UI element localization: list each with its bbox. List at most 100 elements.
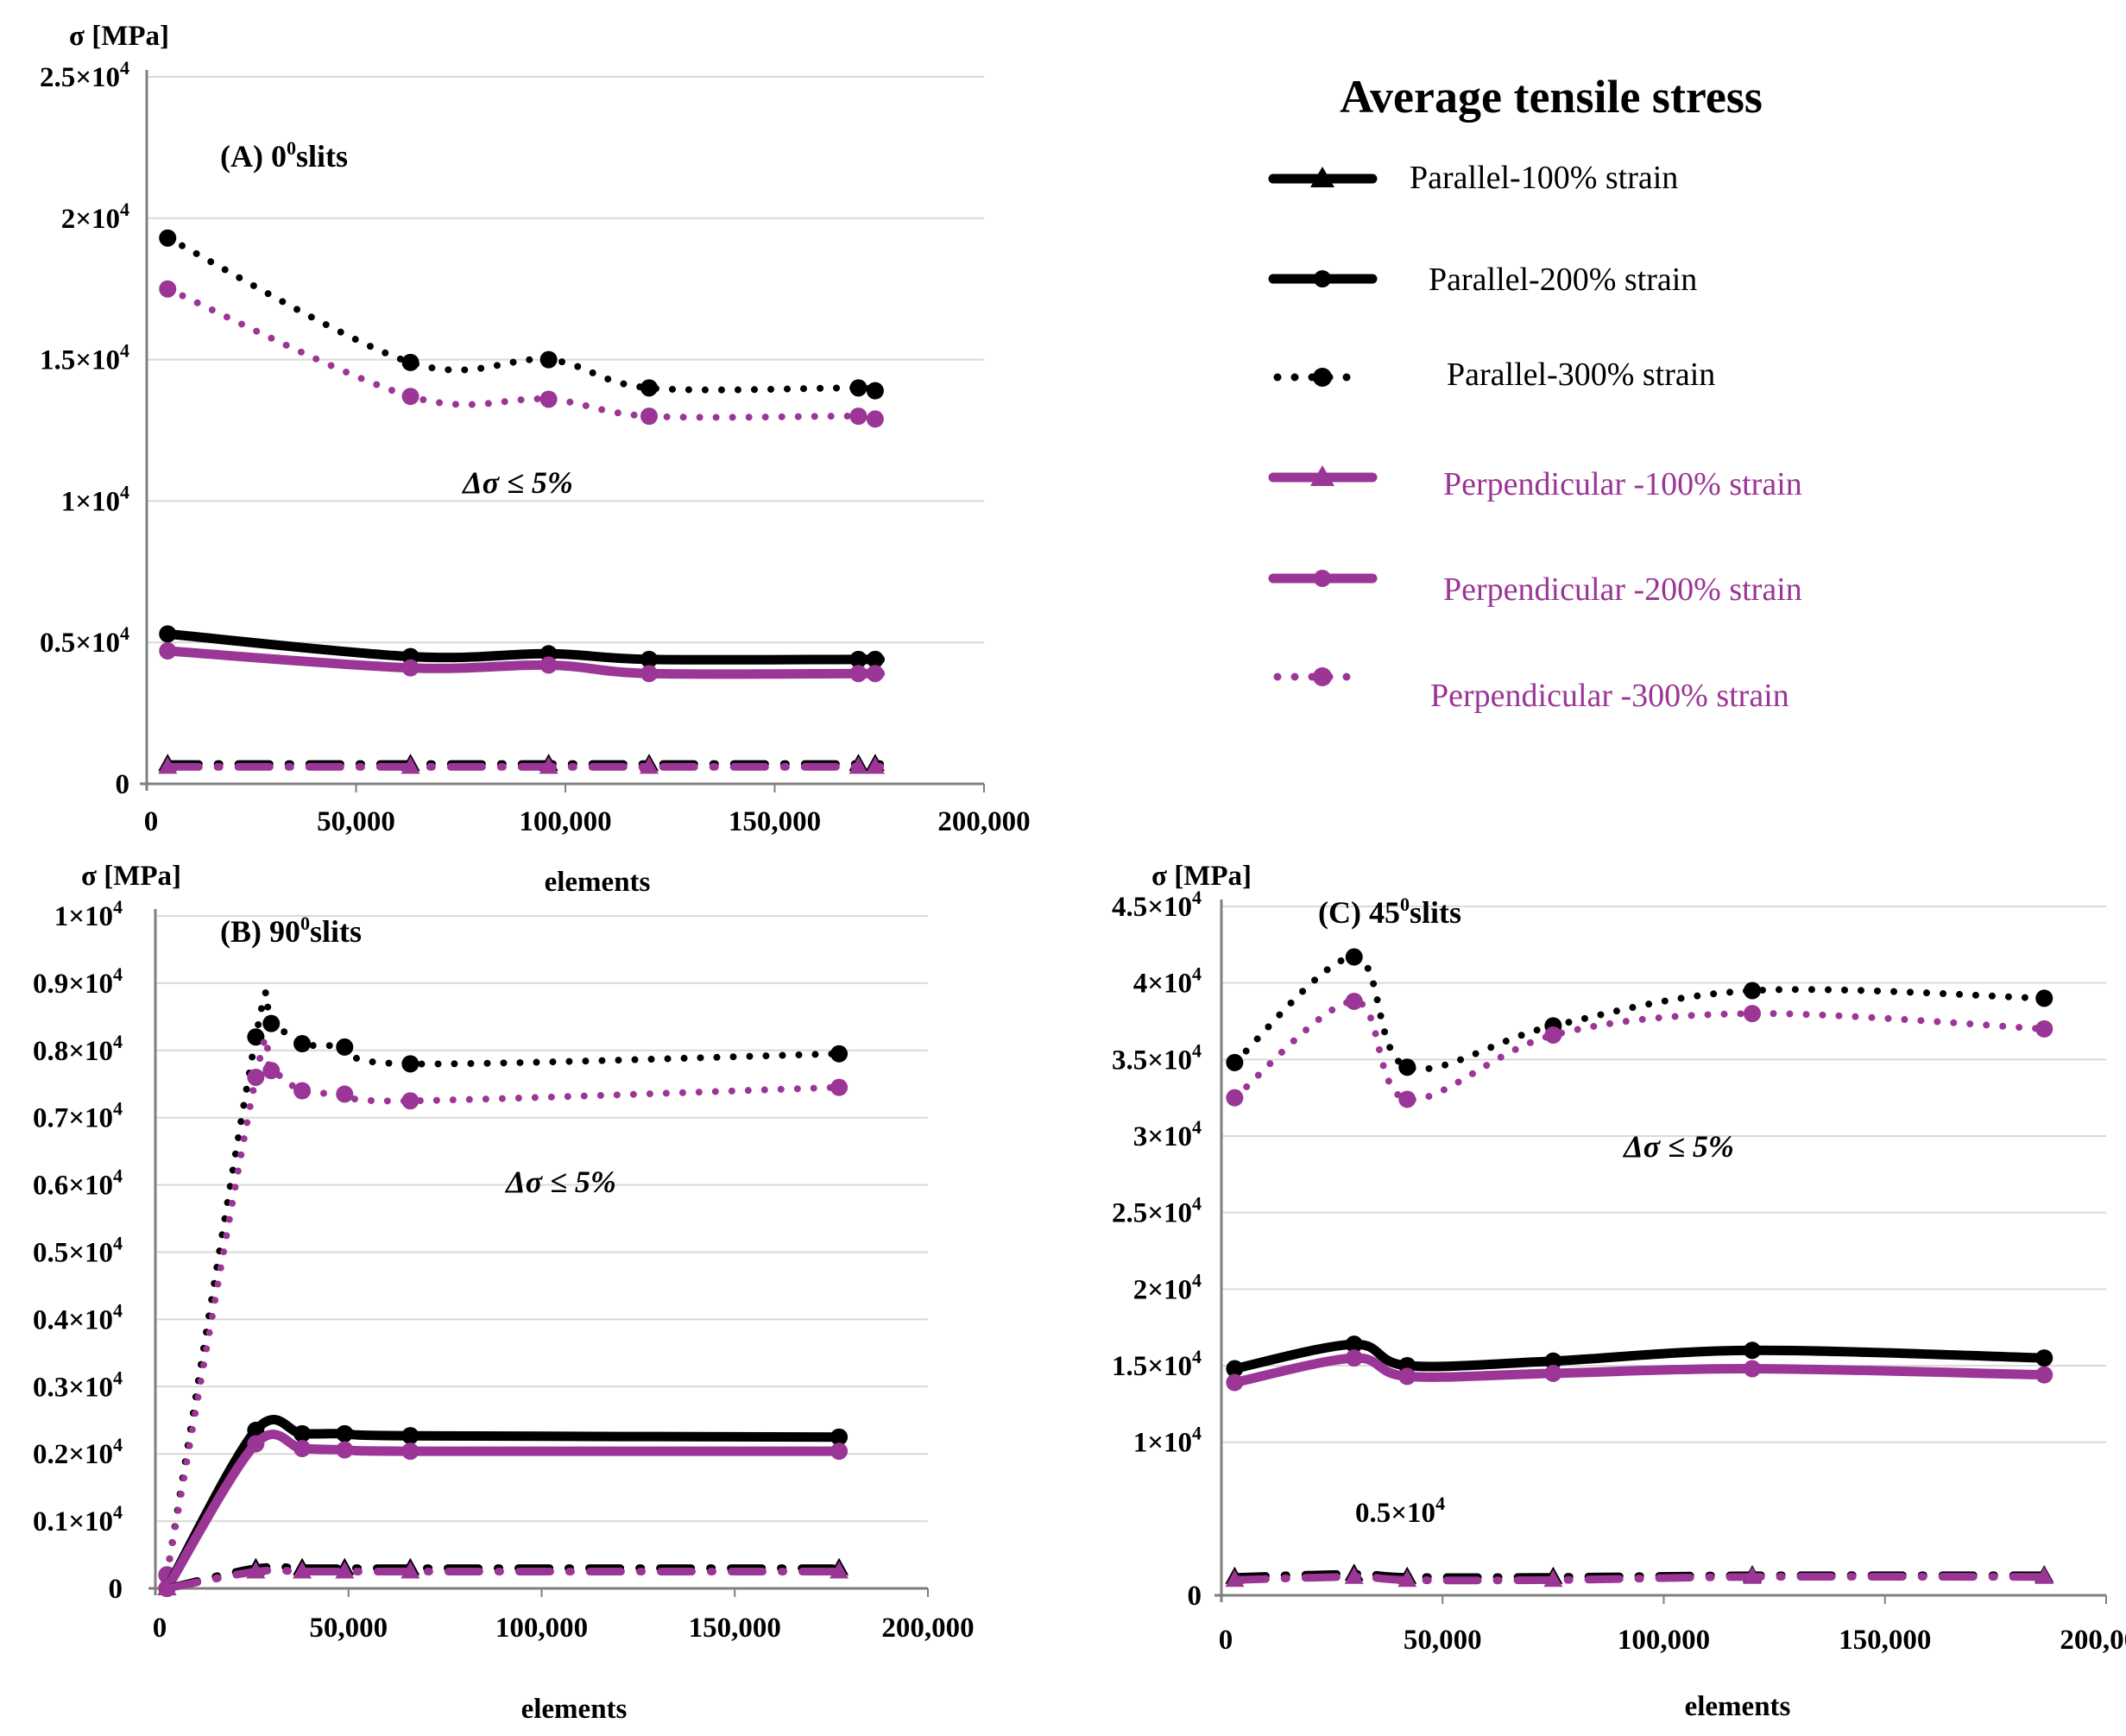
y-tick-label: 3×104: [1133, 1116, 1202, 1152]
triangle-marker-icon: [1310, 167, 1334, 187]
y-tick-label: 0: [1188, 1581, 1202, 1612]
data-point-triangle: [335, 1561, 355, 1579]
data-point: [866, 410, 884, 428]
data-point: [830, 1442, 849, 1461]
data-point: [401, 1427, 420, 1445]
data-point: [293, 1035, 312, 1053]
data-point: [1398, 1058, 1416, 1076]
data-point-triangle: [539, 756, 558, 774]
x-tick-label: 50,000: [1404, 1625, 1482, 1656]
y-tick-label: 0.2×104: [33, 1434, 123, 1470]
data-point-triangle: [401, 756, 420, 774]
data-point: [1345, 948, 1363, 966]
data-point: [1226, 1373, 1244, 1392]
y-tick-label: 0: [109, 1574, 123, 1605]
data-point: [849, 379, 867, 397]
series-perpendicular-dashed: [158, 756, 885, 774]
series-line: [164, 285, 884, 423]
data-point: [336, 1424, 354, 1442]
y-tick-label: 2×104: [1133, 1269, 1202, 1305]
legend-entry-perpendicular-300: Perpendicular -300% strain: [1273, 667, 1789, 714]
series-perpendicular-solid: [159, 642, 886, 683]
data-point: [247, 1068, 265, 1086]
data-point: [1226, 1360, 1244, 1378]
x-tick-label: 200,000: [2060, 1625, 2126, 1656]
legend-label: Perpendicular -300% strain: [1430, 678, 1789, 714]
data-point-triangle: [158, 756, 178, 774]
data-point: [866, 382, 884, 400]
data-point: [1744, 1005, 1761, 1023]
data-point: [849, 407, 867, 426]
data-point: [1345, 1335, 1363, 1354]
y-tick-label: 0.8×104: [33, 1031, 123, 1067]
y-tick-label: 4×104: [1133, 963, 1202, 1000]
data-point: [2035, 1020, 2053, 1038]
chart-panel-c: 0 1×104 1.5×104 2×104 2.5×104 3×104 3.5×104 4×1…: [1112, 861, 2126, 1722]
data-point-triangle: [849, 756, 868, 774]
legend-label: Parallel-100% strain: [1410, 160, 1678, 196]
data-point: [830, 1078, 849, 1096]
data-point: [830, 1428, 849, 1446]
y-tick-label: 2.5×104: [40, 57, 129, 93]
x-tick-label: 200,000: [881, 1613, 974, 1644]
legend-label: Parallel-300% strain: [1447, 357, 1715, 393]
series-perpendicular-dotted: [159, 280, 884, 428]
data-point: [401, 1055, 420, 1073]
data-point: [1744, 982, 1761, 1000]
circle-marker-icon: [1314, 270, 1331, 287]
series-perpendicular-dashed: [1225, 1566, 2054, 1588]
series-line: [164, 234, 884, 395]
data-point: [2035, 1366, 2053, 1384]
series-perpendicular-dotted: [1226, 992, 2053, 1108]
data-point: [159, 229, 177, 247]
delta-sigma-annotation: Δσ ≤ 5%: [461, 465, 573, 500]
x-tick-label: 100,000: [519, 806, 611, 837]
series-parallel-dotted: [159, 229, 884, 400]
data-point: [262, 1062, 281, 1080]
series-perpendicular-solid: [1226, 1349, 2053, 1392]
data-point-triangle: [1225, 1569, 1245, 1588]
delta-sigma-annotation: Δσ ≤ 5%: [1622, 1129, 1734, 1164]
data-point-triangle: [246, 1561, 266, 1579]
legend: Average tensile stress Parallel-100% str…: [1268, 71, 1802, 714]
y-tick-label: 0.4×104: [33, 1299, 123, 1335]
panel-title: (C) 450slits: [1318, 893, 1461, 930]
series-line: [163, 988, 843, 1579]
data-point: [1744, 1360, 1761, 1378]
series-line: [162, 1566, 843, 1593]
data-point: [849, 650, 867, 668]
data-point-triangle: [1743, 1566, 1762, 1584]
data-point-triangle: [830, 1561, 849, 1579]
data-point: [401, 659, 420, 677]
panel-title: (A) 00slits: [220, 137, 348, 174]
series-line: [1231, 953, 2048, 1073]
data-point: [2035, 989, 2053, 1007]
data-point: [1226, 1089, 1244, 1107]
data-point: [1544, 1352, 1562, 1370]
y-tick-label: 3.5×104: [1112, 1039, 1202, 1076]
panel-title: (B) 900slits: [220, 912, 362, 949]
y-tick-label: 2×104: [61, 199, 129, 235]
data-point: [401, 353, 420, 371]
x-tick-label: 50,000: [309, 1613, 388, 1644]
x-tick-label: 200,000: [937, 806, 1030, 837]
y-axis-label: σ [MPa]: [81, 861, 181, 892]
data-point: [1226, 1053, 1244, 1071]
x-tick-label: 150,000: [689, 1613, 781, 1644]
y-tick-label: 0.5×104: [33, 1233, 123, 1269]
legend-label: Parallel-200% strain: [1429, 262, 1697, 298]
chart-panel-b: 0 0.1×104 0.2×104 0.3×104 0.4×104 0.5×104 0.6×…: [33, 861, 975, 1725]
y-tick-label: 1×104: [1133, 1423, 1202, 1459]
legend-entry-parallel-100: Parallel-100% strain: [1268, 160, 1678, 196]
data-point: [293, 1439, 312, 1457]
data-point: [159, 642, 177, 660]
data-point: [1744, 1341, 1761, 1360]
x-tick-label: 150,000: [1839, 1625, 1931, 1656]
data-point: [539, 390, 558, 408]
data-point: [1398, 1367, 1416, 1386]
x-axis-label: elements: [545, 867, 651, 898]
data-point: [336, 1441, 354, 1459]
y-tick-label: 1.5×104: [1112, 1346, 1202, 1382]
x-tick-label-zero: 0: [1219, 1625, 1233, 1656]
data-point: [2035, 1349, 2053, 1367]
